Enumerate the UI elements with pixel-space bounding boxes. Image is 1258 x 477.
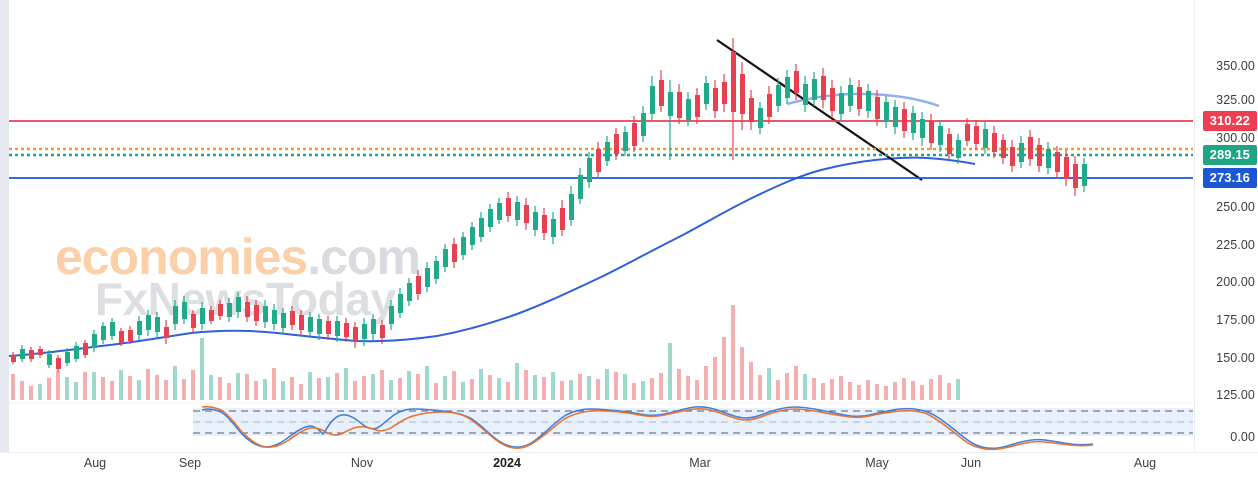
- downtrend-line: [716, 39, 923, 181]
- price-axis[interactable]: 350.00 325.00 300.00 250.00 225.00 200.0…: [1194, 0, 1258, 452]
- price-tick-200: 200.00: [1216, 275, 1255, 289]
- stochastic-k-line: [201, 405, 1094, 450]
- time-axis[interactable]: Aug Sep Nov 2024 Mar May Jun Aug: [0, 452, 1258, 477]
- chart-canvas: [9, 38, 1193, 451]
- price-tick-300: 300.00: [1216, 131, 1255, 145]
- time-tick-sep: Sep: [178, 456, 202, 470]
- candlestick-series: [11, 38, 1087, 372]
- plot-area[interactable]: economies.com FxNewsToday: [9, 0, 1193, 452]
- stochastic-levels: [193, 410, 1193, 434]
- time-tick-mar: Mar: [689, 456, 711, 470]
- price-tick-150: 150.00: [1216, 351, 1255, 365]
- time-tick-2024: 2024: [493, 456, 521, 470]
- time-tick-aug-1: Aug: [83, 456, 107, 470]
- time-tick-nov: Nov: [350, 456, 374, 470]
- moving-average-line: [9, 156, 976, 357]
- price-tick-350: 350.00: [1216, 59, 1255, 73]
- time-tick-jun: Jun: [960, 456, 982, 470]
- time-tick-may: May: [865, 456, 889, 470]
- volume-bars: [11, 305, 960, 400]
- resistance-price-badge[interactable]: 310.22: [1202, 111, 1257, 131]
- price-tick-225: 225.00: [1216, 238, 1255, 252]
- price-tick-250: 250.00: [1216, 200, 1255, 214]
- support-price-badge[interactable]: 273.16: [1202, 168, 1257, 188]
- time-tick-aug-2: Aug: [1133, 456, 1157, 470]
- price-tick-zero: 0.00: [1230, 430, 1255, 444]
- stochastic-d-line: [201, 405, 1094, 451]
- price-tick-325: 325.00: [1216, 93, 1255, 107]
- price-tick-125: 125.00: [1216, 388, 1255, 402]
- current-price-badge[interactable]: 289.15: [1202, 145, 1257, 165]
- price-tick-175: 175.00: [1216, 313, 1255, 327]
- left-gutter: [0, 0, 9, 452]
